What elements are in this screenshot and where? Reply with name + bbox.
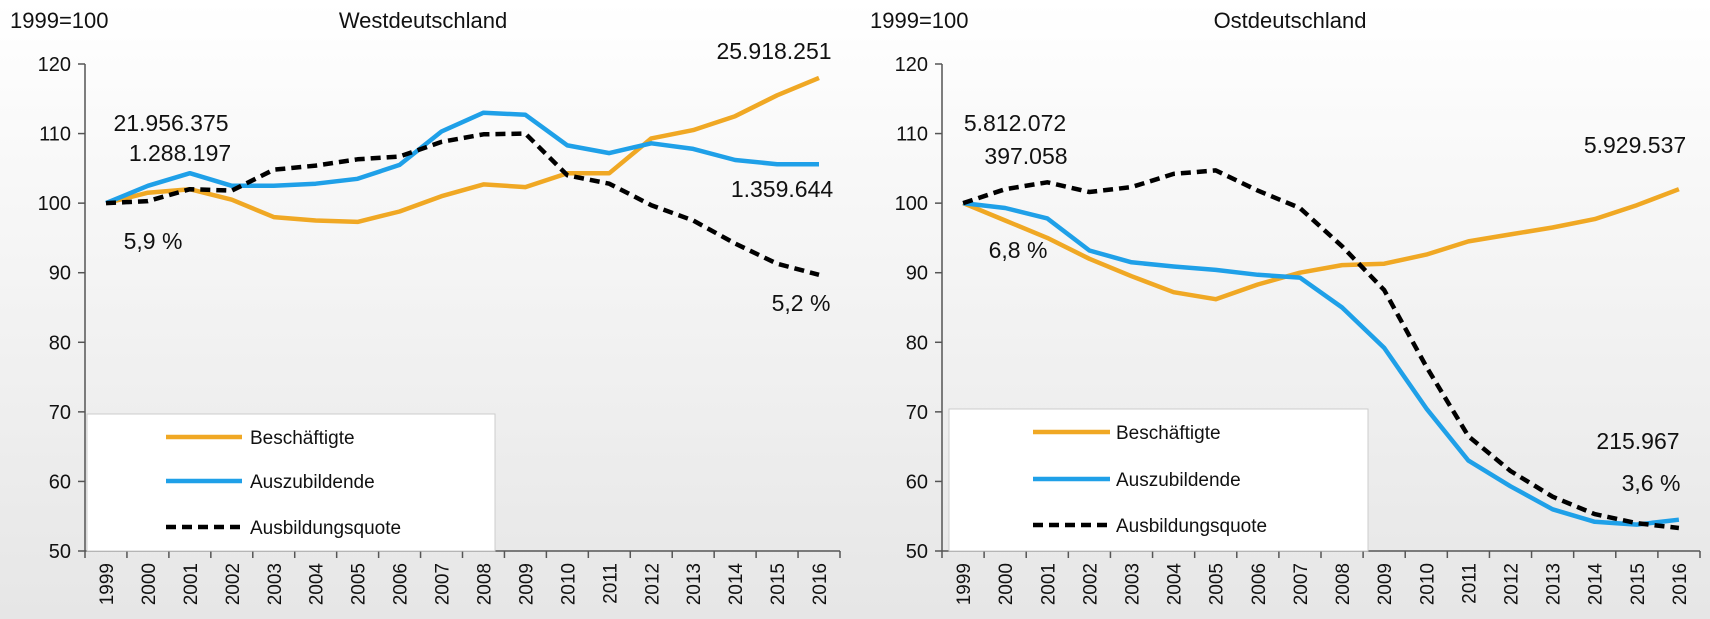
y-tick-label: 90 bbox=[49, 263, 71, 285]
y-tick-label: 110 bbox=[39, 124, 71, 146]
legend-label: Beschäftigte bbox=[250, 428, 355, 449]
x-tick-label: 2012 bbox=[1502, 563, 1523, 605]
series-line bbox=[105, 131, 820, 277]
x-tick-label: 1999 bbox=[97, 563, 118, 605]
x-tick-label: 2002 bbox=[1080, 563, 1101, 605]
x-tick-label: 2003 bbox=[1123, 563, 1144, 605]
annotation: 25.918.251 bbox=[716, 38, 831, 64]
x-tick-label: 2004 bbox=[1165, 563, 1186, 606]
x-tick-label: 2016 bbox=[1670, 563, 1691, 605]
y-axis-label: 1999=100 bbox=[10, 8, 109, 33]
series-line bbox=[962, 187, 1680, 302]
y-tick-label: 100 bbox=[895, 193, 928, 215]
x-tick-label: 2014 bbox=[726, 563, 747, 606]
x-tick-label: 2007 bbox=[433, 563, 454, 605]
x-tick-label: 2001 bbox=[181, 563, 202, 605]
y-tick-label: 50 bbox=[906, 541, 928, 563]
x-tick-label: 2009 bbox=[516, 563, 537, 605]
x-tick-label: 2001 bbox=[1038, 563, 1059, 605]
annotation: 1.359.644 bbox=[731, 176, 834, 202]
x-tick-label: 2011 bbox=[1459, 563, 1480, 604]
x-tick-label: 2008 bbox=[1333, 563, 1354, 605]
x-tick-label: 2007 bbox=[1291, 563, 1312, 605]
x-tick-label: 2014 bbox=[1586, 563, 1607, 606]
x-tick-label: 2015 bbox=[768, 563, 789, 605]
annotation: 397.058 bbox=[984, 143, 1067, 169]
y-tick-label: 70 bbox=[49, 402, 71, 424]
y-tick-label: 70 bbox=[906, 402, 928, 424]
y-tick-label: 110 bbox=[896, 124, 928, 146]
legend-box bbox=[86, 413, 496, 552]
annotation: 215.967 bbox=[1596, 428, 1679, 454]
annotation: 1.288.197 bbox=[129, 140, 231, 166]
y-tick-label: 80 bbox=[906, 332, 928, 354]
x-tick-label: 2003 bbox=[265, 563, 286, 605]
x-tick-label: 2016 bbox=[810, 563, 831, 605]
x-tick-label: 2004 bbox=[307, 563, 328, 606]
legend-label: Auszubildende bbox=[1116, 470, 1241, 491]
annotation: 6,8 % bbox=[989, 237, 1048, 263]
y-tick-label: 90 bbox=[906, 263, 928, 285]
annotation: 3,6 % bbox=[1622, 470, 1681, 496]
chart-title: Westdeutschland bbox=[339, 8, 507, 33]
annotation: 21.956.375 bbox=[113, 110, 228, 136]
x-tick-label: 2006 bbox=[1249, 563, 1270, 605]
x-tick-label: 2002 bbox=[223, 563, 244, 605]
annotation: 5,9 % bbox=[124, 228, 183, 254]
x-tick-label: 2000 bbox=[139, 563, 160, 605]
chart-title: Ostdeutschland bbox=[1214, 8, 1367, 33]
series-line bbox=[105, 75, 820, 225]
y-tick-label: 120 bbox=[38, 54, 71, 76]
x-tick-label: 2005 bbox=[349, 563, 370, 605]
y-tick-label: 50 bbox=[49, 541, 71, 563]
annotation: 5.812.072 bbox=[964, 110, 1066, 136]
annotation: 5,2 % bbox=[772, 290, 831, 316]
x-tick-label: 1999 bbox=[954, 563, 975, 605]
legend-label: Ausbildungsquote bbox=[1116, 516, 1267, 537]
x-tick-label: 2008 bbox=[474, 563, 495, 605]
y-tick-label: 60 bbox=[906, 471, 928, 493]
x-tick-label: 2000 bbox=[996, 563, 1017, 605]
x-tick-label: 2011 bbox=[600, 563, 621, 604]
series-line bbox=[962, 200, 1680, 527]
y-tick-label: 80 bbox=[49, 332, 71, 354]
y-tick-label: 120 bbox=[895, 54, 928, 76]
x-tick-label: 2010 bbox=[1417, 563, 1438, 605]
y-tick-label: 100 bbox=[38, 193, 71, 215]
legend-label: Beschäftigte bbox=[1116, 423, 1221, 444]
x-tick-label: 2009 bbox=[1375, 563, 1396, 605]
x-tick-label: 2013 bbox=[1544, 563, 1565, 605]
series-line bbox=[105, 110, 819, 206]
annotation: 5.929.537 bbox=[1584, 132, 1686, 158]
x-tick-label: 2012 bbox=[642, 563, 663, 605]
legend-label: Auszubildende bbox=[250, 472, 375, 493]
x-tick-label: 2015 bbox=[1628, 563, 1649, 605]
x-tick-label: 2005 bbox=[1207, 563, 1228, 605]
x-tick-label: 2010 bbox=[558, 563, 579, 605]
legend-label: Ausbildungsquote bbox=[250, 518, 401, 539]
x-tick-label: 2013 bbox=[684, 563, 705, 605]
y-axis-label: 1999=100 bbox=[870, 8, 969, 33]
x-tick-label: 2006 bbox=[391, 563, 412, 605]
legend-box bbox=[948, 408, 1369, 552]
y-tick-label: 60 bbox=[49, 471, 71, 493]
